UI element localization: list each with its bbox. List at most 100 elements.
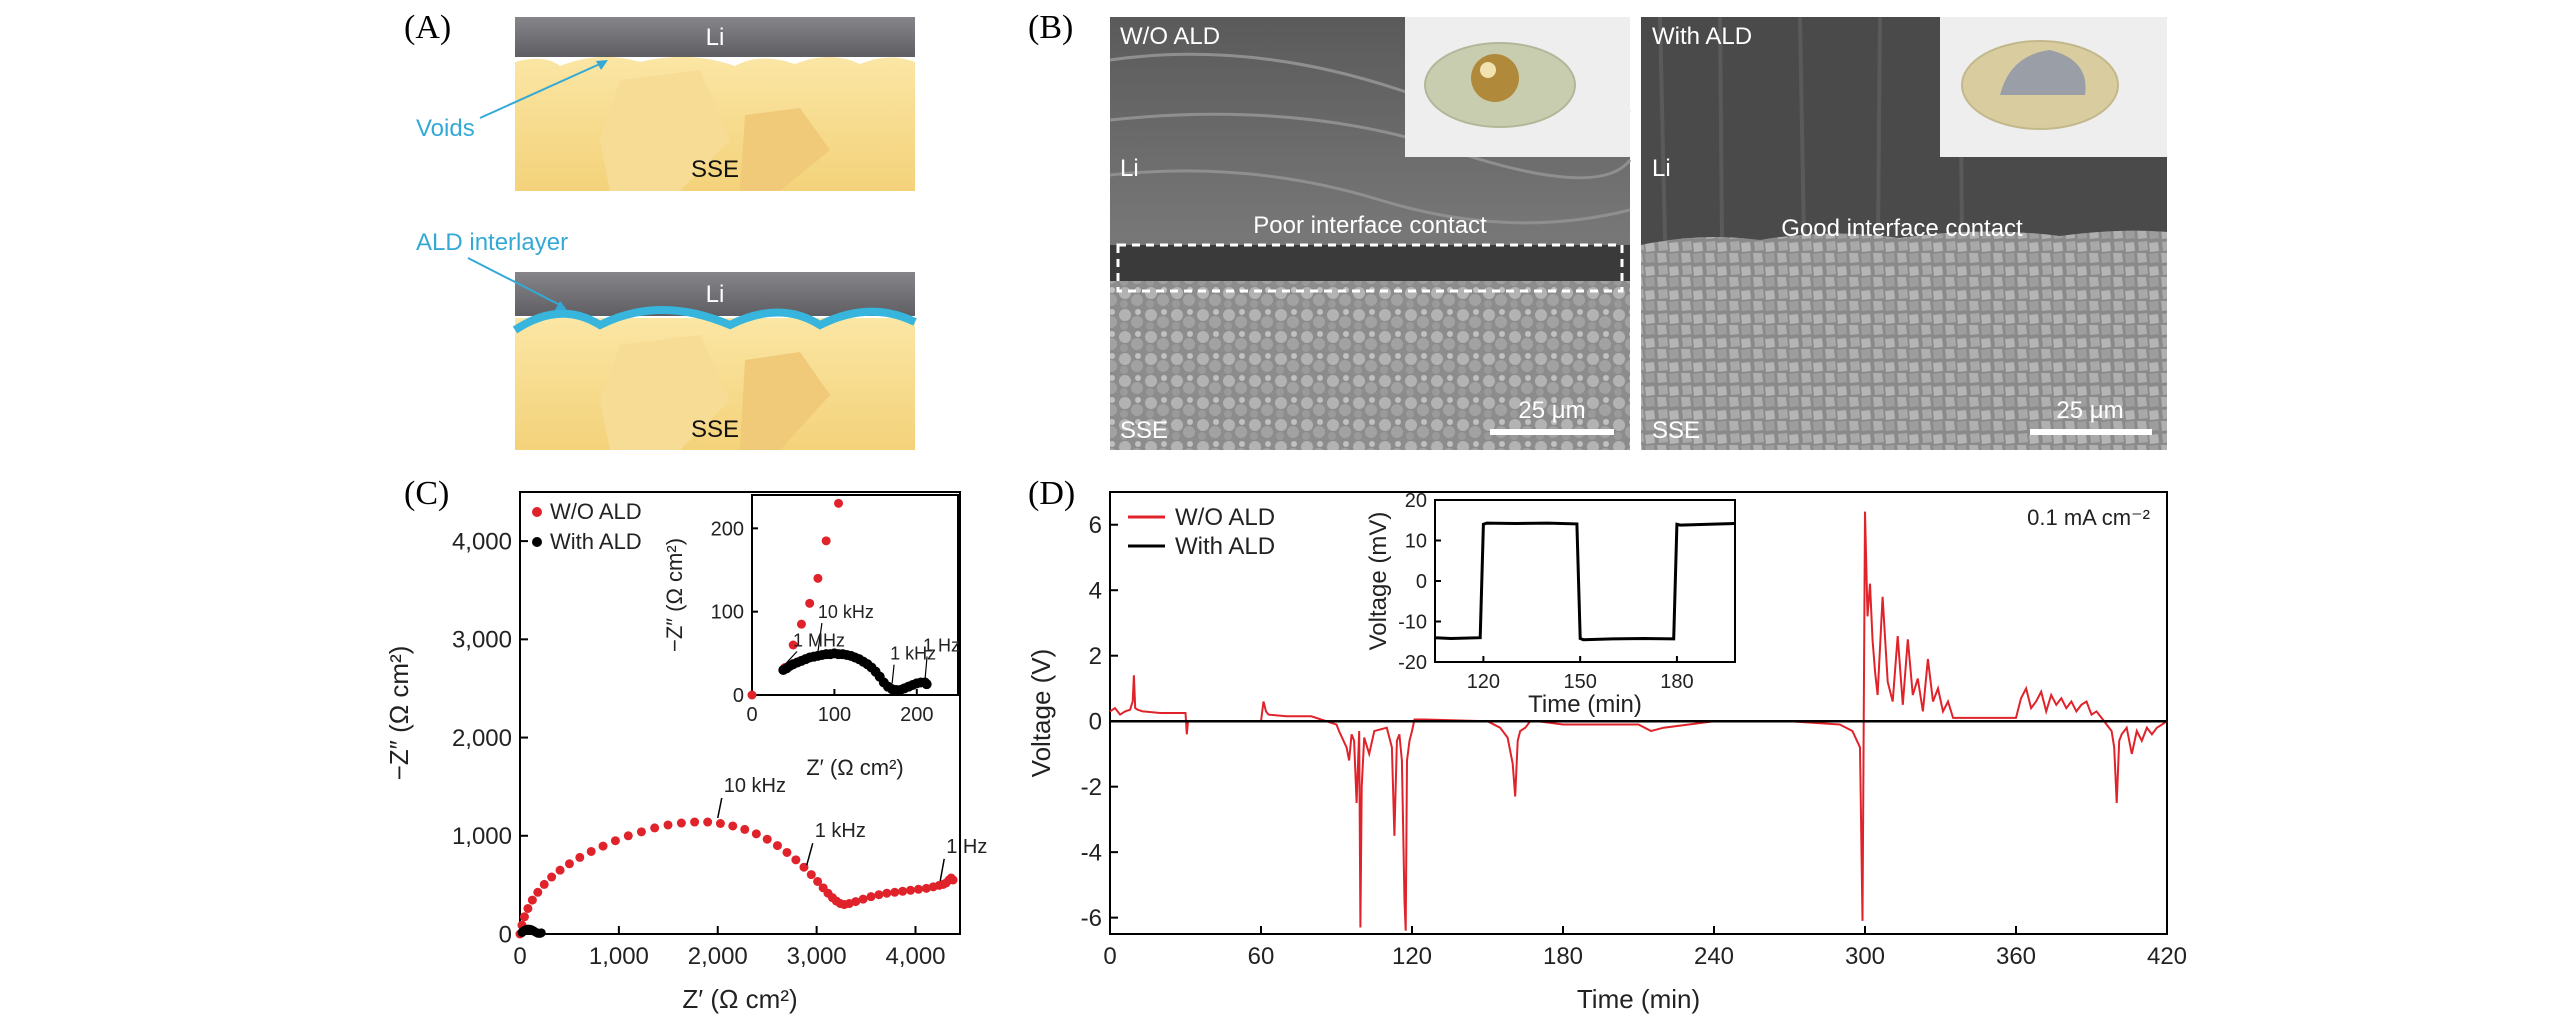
x-tick-label: 0: [1103, 943, 1116, 970]
sse-grain: [600, 70, 730, 191]
data-point-wo-ald: [772, 841, 782, 851]
data-point-with-ald: [536, 928, 546, 938]
sse-label: SSE: [691, 156, 739, 183]
inset-point-wo-ald: [747, 690, 757, 700]
data-point-wo-ald: [762, 834, 772, 844]
annotation-arrow: [939, 858, 945, 882]
scale-label: 25 μm: [1518, 397, 1585, 424]
data-point-wo-ald: [858, 894, 868, 904]
current-density-annotation: 0.1 mA cm⁻²: [2027, 505, 2150, 530]
data-point-wo-ald: [523, 903, 533, 913]
x-tick-label: 150: [1563, 671, 1596, 693]
void-gap: [515, 56, 915, 66]
schematic-voids: Li SSE Voids: [416, 17, 915, 191]
data-point-wo-ald: [636, 827, 646, 837]
data-point-wo-ald: [890, 887, 900, 897]
y-tick-label: -10: [1398, 612, 1427, 634]
x-tick-label: 120: [1467, 671, 1500, 693]
data-point-wo-ald: [791, 855, 801, 865]
x-axis-label: Time (min): [1577, 984, 1700, 1014]
inset-annotation-label: 1 Hz: [923, 636, 960, 656]
y-tick-label: 0: [733, 685, 744, 707]
y-tick-label: -20: [1398, 652, 1427, 674]
data-point-wo-ald: [539, 879, 549, 889]
annotation-label: 10 kHz: [724, 775, 786, 797]
contact-label: Poor interface contact: [1253, 212, 1487, 239]
data-point-wo-ald: [547, 872, 557, 882]
inset-annotation-label: 1 MHz: [793, 631, 845, 651]
legend-label: W/O ALD: [550, 499, 642, 524]
inset-series-line: [1434, 521, 1736, 642]
li-ball-highlight: [1480, 62, 1496, 78]
sse-grain: [740, 352, 830, 450]
x-tick-label: 240: [1694, 943, 1734, 970]
data-point-wo-ald: [948, 875, 958, 885]
legend-marker: [532, 537, 542, 547]
panel-c: (C) 0 1,000 2,000 3,000 4,000 0 1,000 2,000 3,00…: [384, 475, 987, 1014]
chart-c: 0 1,000 2,000 3,000 4,000 0 1,000 2,000 3,000 4,0…: [384, 491, 987, 1014]
panel-b: (B) W/O ALD Li Poor interface contact SS…: [1028, 9, 2167, 450]
y-tick-label: 100: [711, 602, 744, 624]
sse-grains: [1110, 281, 1630, 450]
y-tick-label: 6: [1089, 512, 1102, 539]
voids-arrow-head: [596, 60, 608, 70]
panel-d: (D) 0 60 120 180 240 300 360 420-6-4-20246Time …: [1026, 475, 2187, 1014]
legend-label: W/O ALD: [1175, 504, 1275, 531]
y-tick-label: 0: [1089, 709, 1102, 736]
x-tick-label: 300: [1845, 943, 1885, 970]
x-tick-label: 180: [1543, 943, 1583, 970]
data-point-wo-ald: [874, 890, 884, 900]
y-tick-label: 20: [1405, 490, 1427, 512]
schematic-ald: Li SSE ALD interlayer: [416, 229, 917, 450]
voids-arrow: [479, 62, 603, 119]
data-point-wo-ald: [564, 859, 574, 869]
data-point-wo-ald: [751, 829, 761, 839]
series-line-wo-ald: [1109, 511, 2168, 931]
y-tick-label: 2,000: [452, 725, 512, 752]
panel-a: (A) Li SSE Voids Li SSE ALD interlayer: [404, 9, 917, 450]
inset-point-wo-ald: [796, 619, 806, 629]
ald-interlayer: [512, 306, 917, 334]
inset-y-axis-label: −Z″ (Ω cm²): [662, 538, 687, 652]
scale-bar: [1490, 429, 1614, 435]
legend-marker: [532, 507, 542, 517]
data-point-wo-ald: [913, 884, 923, 894]
plot-frame: [519, 491, 961, 935]
y-tick-label: -4: [1081, 840, 1102, 867]
data-point-wo-ald: [663, 820, 673, 830]
scale-label: 25 μm: [2056, 397, 2123, 424]
sse-grains: [1641, 230, 2167, 450]
x-tick-label: 2,000: [688, 943, 748, 970]
data-point-wo-ald: [519, 912, 529, 922]
data-point-wo-ald: [598, 841, 608, 851]
data-point-wo-ald: [851, 897, 861, 907]
y-tick-label: 3,000: [452, 627, 512, 654]
data-point-wo-ald: [555, 865, 565, 875]
inset-point-wo-ald: [805, 598, 815, 608]
li-label: Li: [706, 24, 725, 51]
x-tick-label: 0: [513, 943, 526, 970]
data-point-wo-ald: [866, 892, 876, 902]
annotation-label: 1 kHz: [815, 820, 866, 842]
sem-image-without-ald: W/O ALD Li Poor interface contact SSE 25…: [1109, 17, 1632, 450]
li-label: Li: [1652, 155, 1671, 182]
voids-label: Voids: [416, 115, 475, 142]
data-point-wo-ald: [906, 885, 916, 895]
data-point-wo-ald: [813, 876, 823, 886]
inset-annotation-arrow: [817, 622, 823, 653]
y-axis-label: Voltage (V): [1026, 649, 1056, 778]
x-tick-label: 420: [2147, 943, 2187, 970]
sse-label: SSE: [691, 416, 739, 443]
y-tick-label: 2: [1089, 643, 1102, 670]
inset-point-wo-ald: [813, 573, 823, 583]
data-point-wo-ald: [898, 886, 908, 896]
x-tick-label: 120: [1392, 943, 1432, 970]
inset-x-axis-label: Z′ (Ω cm²): [806, 755, 904, 780]
sse-label: SSE: [1652, 417, 1700, 444]
data-point-wo-ald: [806, 870, 816, 880]
data-point-wo-ald: [882, 888, 892, 898]
data-point-wo-ald: [610, 836, 620, 846]
data-point-wo-ald: [650, 823, 660, 833]
